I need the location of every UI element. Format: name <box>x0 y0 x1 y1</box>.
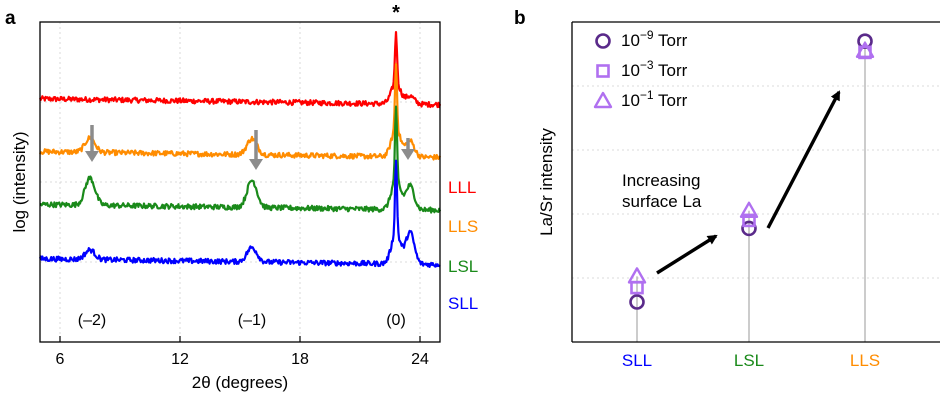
series-label-LLL: LLL <box>448 178 476 197</box>
x-tick-label: 12 <box>171 351 189 368</box>
marker-triangle <box>739 201 759 218</box>
panel-a-annotations: (–2) (–1) (0) * <box>78 2 406 329</box>
legend-marker-circle <box>595 33 611 49</box>
panel-b: b 10−9 Torr 10−3 Torr 10−1 Torr Increasing… <box>514 8 940 370</box>
category-label-LLS: LLS <box>850 351 880 370</box>
marker-triangle <box>627 267 647 284</box>
panel-b-letter: b <box>514 8 526 29</box>
series-line-LSL <box>39 105 442 214</box>
panel-b-grid <box>572 85 940 279</box>
series-line-SLL <box>38 159 441 268</box>
series-label-SLL: SLL <box>448 294 478 313</box>
series-line-LLL <box>38 30 442 109</box>
series-label-LSL: LSL <box>448 257 478 276</box>
x-tick-label: 24 <box>411 351 429 368</box>
trend-arrow-2 <box>766 90 841 229</box>
marker-square <box>742 213 756 228</box>
legend-marker-square <box>596 64 610 78</box>
peak-index-label: (0) <box>386 312 406 329</box>
panel-a-grid <box>40 22 440 342</box>
trend-arrow-1 <box>656 234 718 275</box>
gray-arrow <box>85 125 99 162</box>
annotation-line-2: surface La <box>622 192 702 211</box>
panel-a-y-axis-label: log (intensity) <box>10 131 29 232</box>
panel-a-letter: a <box>5 8 16 29</box>
category-label-LSL: LSL <box>734 351 764 370</box>
x-tick-label: 18 <box>291 351 309 368</box>
panel-a-frame <box>39 21 441 343</box>
panel-b-markers <box>627 33 875 310</box>
legend-label: 10−9 Torr <box>621 28 688 50</box>
panel-b-y-axis-label: La/Sr intensity <box>537 128 556 236</box>
panel-a-curves <box>38 30 442 268</box>
peak-index-label: (–2) <box>78 312 106 329</box>
panel-b-legend: 10−9 Torr 10−3 Torr 10−1 Torr <box>593 28 688 110</box>
peak-star: * <box>392 2 400 24</box>
legend-label: 10−3 Torr <box>621 58 688 80</box>
panel-a-x-ticks: 6 12 18 24 <box>56 336 429 368</box>
marker-circle <box>741 220 757 237</box>
series-label-LLS: LLS <box>448 217 478 236</box>
legend-marker-triangle <box>593 91 613 109</box>
panel-a: a 6 12 18 24 LLL LLS LSL SLL (–2) (–1) (0) * 2θ (… <box>5 2 478 392</box>
gray-arrow <box>249 130 263 170</box>
category-label-SLL: SLL <box>622 351 652 370</box>
legend-label: 10−1 Torr <box>621 88 688 110</box>
series-line-LLS <box>39 63 442 161</box>
panel-a-x-axis-label: 2θ (degrees) <box>192 373 288 392</box>
panel-b-category-labels: SLL LSL LLS <box>622 351 880 370</box>
marker-circle <box>629 294 645 310</box>
marker-triangle <box>855 41 875 58</box>
annotation-line-1: Increasing <box>622 171 700 190</box>
peak-index-label: (–1) <box>238 312 266 329</box>
panel-a-series-labels: LLL LLS LSL SLL <box>448 178 478 313</box>
x-tick-label: 6 <box>56 351 65 368</box>
gray-arrow <box>401 138 415 160</box>
panel-a-gray-arrows <box>85 125 415 170</box>
